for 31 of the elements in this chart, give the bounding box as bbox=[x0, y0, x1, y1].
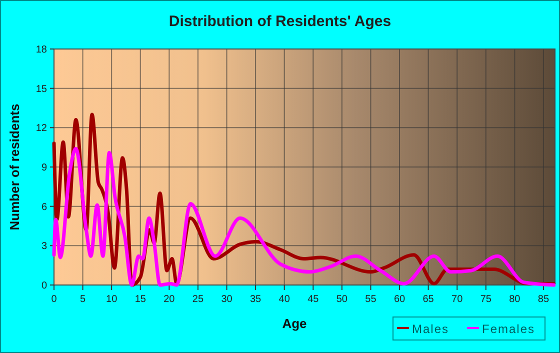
x-tick-label: 40 bbox=[278, 294, 290, 305]
x-axis-title: Age bbox=[282, 316, 307, 331]
y-tick-label: 0 bbox=[41, 280, 48, 292]
y-tick-label: 6 bbox=[41, 202, 48, 213]
legend-label: Males bbox=[412, 322, 450, 336]
x-tick-label: 45 bbox=[308, 294, 320, 305]
x-tick-label: 70 bbox=[452, 294, 464, 305]
x-tick-label: 5 bbox=[80, 294, 86, 305]
x-tick-label: 75 bbox=[480, 294, 492, 305]
x-tick-label: 65 bbox=[422, 294, 434, 305]
x-tick-label: 55 bbox=[365, 294, 377, 305]
x-tick-label: 15 bbox=[134, 294, 146, 305]
x-tick-label: 30 bbox=[221, 294, 233, 305]
line-series bbox=[52, 146, 556, 287]
x-tick-label: 85 bbox=[538, 294, 550, 305]
x-tick-label: 80 bbox=[509, 294, 521, 305]
y-tick-label: 9 bbox=[41, 162, 48, 174]
chart-title: Distribution of Residents' Ages bbox=[168, 13, 392, 30]
x-tick-label: 25 bbox=[192, 294, 204, 305]
y-axis-title: Number of residents bbox=[7, 104, 22, 230]
x-tick-label: 10 bbox=[106, 294, 118, 305]
x-tick-label: 50 bbox=[336, 294, 348, 305]
y-tick-label: 3 bbox=[41, 241, 48, 252]
y-tick-label: 18 bbox=[36, 44, 48, 56]
x-tick-label: 35 bbox=[250, 294, 262, 305]
legend-label: Females bbox=[482, 322, 536, 336]
x-tick-label: 60 bbox=[394, 294, 406, 305]
x-tick-label: 0 bbox=[51, 294, 58, 305]
x-tick-label: 20 bbox=[164, 294, 176, 305]
y-tick-label: 15 bbox=[36, 84, 48, 95]
y-tick-label: 12 bbox=[36, 123, 48, 134]
